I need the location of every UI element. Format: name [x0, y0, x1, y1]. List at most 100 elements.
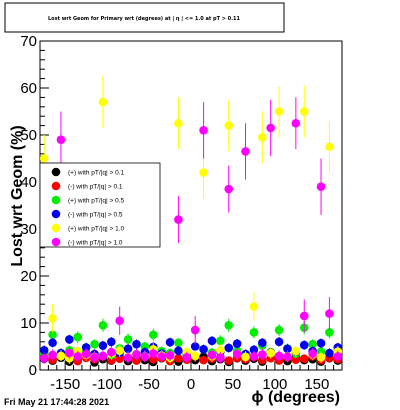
legend-marker [51, 167, 61, 177]
data-point [299, 354, 309, 364]
legend-label: (+) with pT/|q| > 1.0 [68, 226, 125, 233]
legend-box [39, 162, 161, 248]
series-5 [39, 97, 343, 364]
data-point [291, 355, 301, 364]
legend-label: (-) with pT/|q| > 0.5 [68, 212, 123, 219]
data-point [148, 349, 158, 358]
data-point [90, 339, 99, 349]
data-point [316, 353, 326, 362]
data-point [266, 348, 275, 358]
data-point [316, 182, 326, 191]
data-point [174, 346, 183, 356]
data-point [48, 314, 57, 323]
data-point [157, 352, 166, 361]
data-point [132, 350, 141, 359]
x-axis-label: ϕ (degrees) [252, 389, 340, 406]
data-point [299, 311, 309, 321]
data-point [325, 348, 334, 358]
data-point [274, 325, 284, 335]
data-point [115, 316, 124, 325]
data-point [283, 344, 292, 354]
data-point [316, 338, 326, 348]
data-point [216, 353, 225, 363]
x-tick-label: 50 [225, 376, 242, 393]
y-tick-label: 20 [20, 268, 37, 285]
x-tick-label: -50 [138, 376, 160, 393]
legend-label: (+) with pT/|q| > 0.5 [68, 198, 125, 205]
chart-title: Lost wrt Geom for Primary wrt (degrees) … [48, 16, 241, 22]
data-point [274, 337, 284, 347]
data-point [73, 352, 83, 361]
data-point [325, 309, 334, 318]
data-point [249, 352, 259, 361]
data-point [224, 184, 234, 194]
x-tick-label: -100 [92, 376, 122, 393]
x-tick-label: 150 [304, 376, 329, 393]
data-point [299, 340, 309, 350]
data-point [199, 355, 208, 365]
data-point [249, 345, 259, 355]
legend-marker [51, 209, 61, 219]
data-point [249, 302, 259, 311]
legend-entries: (+) with pT/|q| > 0.1 (-) with pT/|q| > 0… [51, 167, 125, 247]
data-point [98, 321, 108, 330]
data-point [65, 348, 74, 358]
y-tick-label: 10 [20, 315, 37, 332]
data-point [258, 350, 267, 359]
data-point [216, 336, 225, 346]
data-point [325, 142, 334, 152]
data-point [199, 345, 208, 354]
data-point [224, 343, 234, 353]
data-point [115, 354, 124, 364]
data-point [48, 350, 57, 360]
data-point [308, 349, 317, 358]
x-tick-labels: -150 -100 -50 0 50 100 150 [50, 376, 329, 393]
data-point [190, 351, 200, 361]
data-point [190, 342, 200, 351]
data-point [199, 126, 208, 135]
data-point [224, 121, 234, 130]
data-point [291, 118, 301, 128]
data-point [98, 341, 108, 350]
data-point [123, 353, 133, 363]
data-point [325, 328, 334, 337]
y-tick-labels: 0 10 20 30 40 50 60 70 [20, 33, 37, 379]
data-point [274, 107, 284, 116]
data-point [132, 356, 141, 365]
legend-marker [51, 195, 61, 205]
data-point [174, 215, 183, 224]
y-tick-label: 70 [20, 33, 37, 50]
data-point [241, 147, 250, 156]
data-point [190, 325, 200, 335]
data-point [207, 350, 217, 360]
data-point [299, 107, 309, 116]
data-point [39, 154, 49, 163]
data-point [132, 339, 141, 349]
data-point [107, 347, 116, 357]
data-point [56, 351, 66, 361]
legend-label: (-) with pT/|q| > 0.1 [68, 184, 123, 191]
x-tick-label: 0 [187, 376, 195, 393]
data-point [123, 344, 133, 354]
data-point [283, 352, 292, 362]
y-tick-label: 50 [20, 127, 37, 144]
data-point [65, 335, 74, 344]
data-point [266, 123, 275, 133]
data-point [258, 133, 267, 142]
data-point [148, 330, 158, 340]
y-tick-label: 0 [29, 362, 37, 379]
data-point [81, 343, 91, 352]
data-markers [39, 76, 343, 367]
data-point [115, 346, 124, 356]
data-point [165, 337, 175, 347]
data-point [274, 351, 284, 361]
legend: (+) with pT/|q| > 0.1 (-) with pT/|q| > 0… [39, 162, 161, 248]
data-point [199, 168, 208, 177]
y-tick-label: 30 [20, 221, 37, 238]
data-point [140, 352, 150, 362]
x-tick-label: -150 [50, 376, 80, 393]
data-point [165, 351, 175, 360]
data-point [333, 352, 343, 361]
data-point [48, 338, 57, 348]
